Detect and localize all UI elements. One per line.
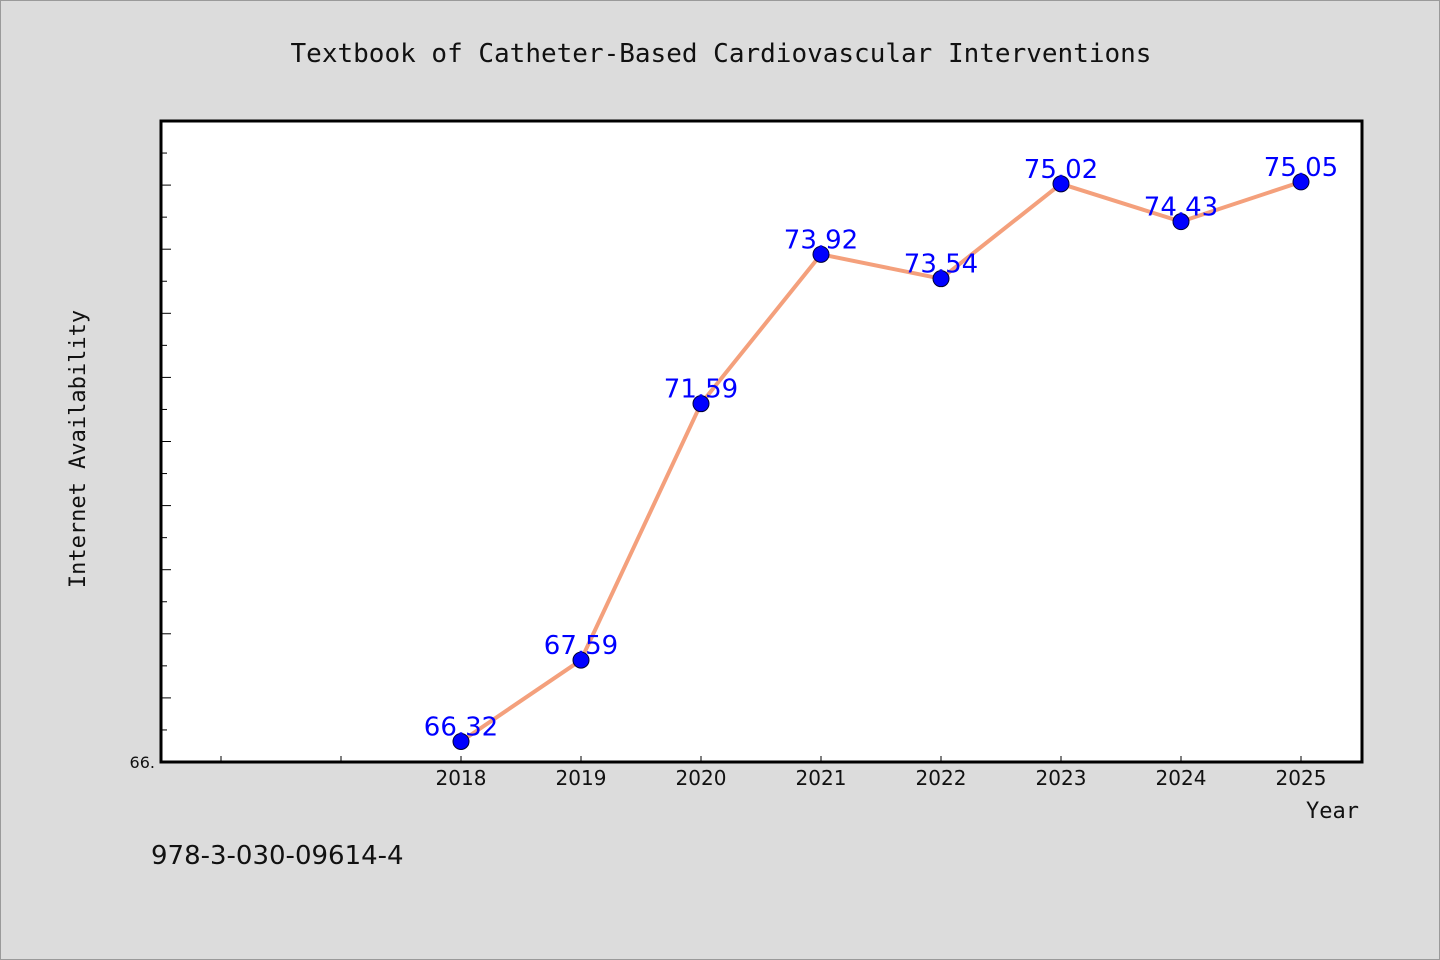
data-point bbox=[452, 732, 470, 750]
x-tick-label: 2022 bbox=[916, 766, 967, 790]
data-label: 67.59 bbox=[544, 631, 618, 661]
plot-area bbox=[159, 119, 1364, 764]
x-tick-label: 2021 bbox=[796, 766, 847, 790]
x-tick-label: 2024 bbox=[1156, 766, 1207, 790]
data-point bbox=[1052, 175, 1070, 193]
x-tick-label: 2019 bbox=[556, 766, 607, 790]
data-label: 71.59 bbox=[664, 375, 738, 405]
data-labels: 66.32 67.59 71.59 73.92 73.54 75.02 74.43 75.05 bbox=[424, 153, 1338, 743]
y-axis-ticks bbox=[161, 120, 171, 763]
x-tick-label: 2025 bbox=[1276, 766, 1327, 790]
data-point bbox=[932, 270, 950, 288]
chart-title: Textbook of Catheter-Based Cardiovascula… bbox=[291, 39, 1152, 69]
x-axis-label: Year bbox=[1306, 799, 1359, 824]
series-line bbox=[459, 179, 1302, 744]
data-label: 75.05 bbox=[1264, 153, 1338, 183]
data-label: 73.92 bbox=[784, 225, 858, 255]
x-axis-tick-labels: 2018 2019 2020 2021 2022 2023 2024 2025 bbox=[436, 766, 1327, 790]
data-label: 73.54 bbox=[904, 250, 978, 280]
data-label: 74.43 bbox=[1144, 193, 1218, 223]
x-tick-label: 2023 bbox=[1036, 766, 1087, 790]
data-label: 66.32 bbox=[424, 712, 498, 742]
isbn-label: 978-3-030-09614-4 bbox=[151, 841, 404, 871]
data-point bbox=[572, 651, 590, 669]
data-point bbox=[812, 245, 830, 263]
data-point bbox=[692, 395, 710, 413]
data-label: 75.02 bbox=[1024, 155, 1098, 185]
x-tick-label: 2020 bbox=[676, 766, 727, 790]
y-axis-min-label: 66. bbox=[130, 753, 155, 772]
data-markers bbox=[452, 173, 1310, 750]
x-axis-ticks bbox=[220, 756, 1302, 762]
y-axis-label: Internet Availability bbox=[66, 310, 91, 588]
x-tick-label: 2018 bbox=[436, 766, 487, 790]
data-point bbox=[1292, 173, 1310, 191]
data-point bbox=[1172, 213, 1190, 231]
